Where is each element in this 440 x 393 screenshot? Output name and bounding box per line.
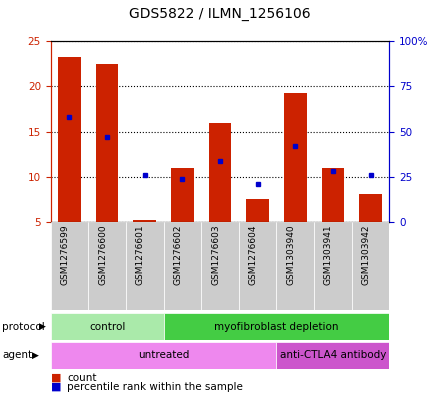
Text: untreated: untreated	[138, 350, 189, 360]
Bar	[352, 222, 389, 310]
Bar	[51, 342, 276, 369]
Text: ▶: ▶	[32, 351, 39, 360]
Text: protocol: protocol	[2, 321, 45, 332]
Text: agent: agent	[2, 350, 32, 360]
Text: ▶: ▶	[39, 322, 46, 331]
Bar	[284, 93, 307, 222]
Bar	[322, 168, 344, 222]
Bar	[276, 342, 389, 369]
Text: GSM1276603: GSM1276603	[211, 224, 220, 285]
Bar	[126, 222, 164, 310]
Text: GSM1276600: GSM1276600	[98, 224, 107, 285]
Bar	[209, 123, 231, 222]
Text: percentile rank within the sample: percentile rank within the sample	[67, 382, 243, 392]
Bar	[58, 57, 81, 222]
Text: count: count	[67, 373, 97, 383]
Text: GSM1276604: GSM1276604	[249, 224, 258, 285]
Text: GSM1303942: GSM1303942	[362, 224, 370, 285]
Bar	[88, 222, 126, 310]
Bar	[96, 64, 118, 222]
Bar	[314, 222, 352, 310]
Bar	[51, 313, 164, 340]
Text: GSM1276602: GSM1276602	[173, 224, 182, 285]
Text: GSM1276599: GSM1276599	[60, 224, 70, 285]
Text: myofibroblast depletion: myofibroblast depletion	[214, 321, 339, 332]
Bar	[171, 168, 194, 222]
Text: GDS5822 / ILMN_1256106: GDS5822 / ILMN_1256106	[129, 7, 311, 21]
Text: control: control	[89, 321, 125, 332]
Text: anti-CTLA4 antibody: anti-CTLA4 antibody	[280, 350, 386, 360]
Text: GSM1303941: GSM1303941	[324, 224, 333, 285]
Bar	[51, 222, 88, 310]
Bar	[201, 222, 239, 310]
Bar	[133, 220, 156, 222]
Bar	[246, 199, 269, 222]
Bar	[164, 313, 389, 340]
Bar	[359, 194, 382, 222]
Bar	[164, 222, 201, 310]
Text: ■: ■	[51, 373, 61, 383]
Text: GSM1276601: GSM1276601	[136, 224, 145, 285]
Text: GSM1303940: GSM1303940	[286, 224, 295, 285]
Text: ■: ■	[51, 382, 61, 392]
Bar	[276, 222, 314, 310]
Bar	[239, 222, 276, 310]
